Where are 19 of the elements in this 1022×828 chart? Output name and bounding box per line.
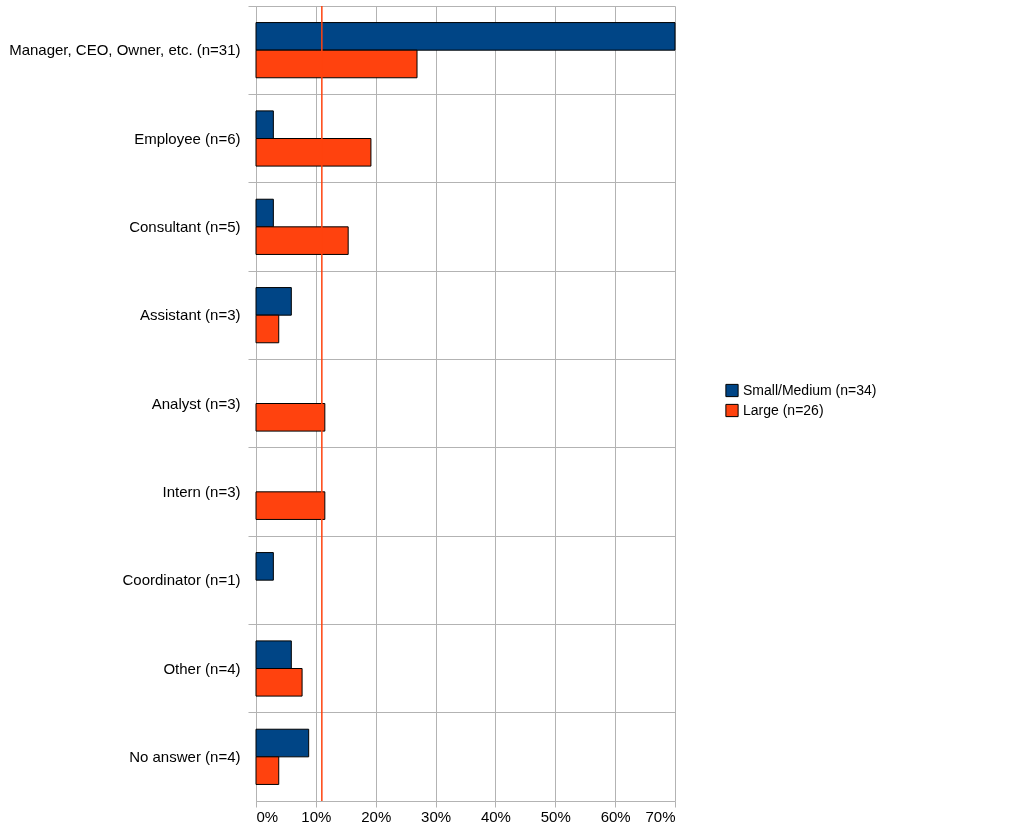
y-tick-label: No answer (n=4) [129,747,241,765]
y-tick-label: Employee (n=6) [134,129,241,147]
y-tick-label: Analyst (n=3) [151,394,241,412]
legend-label: Small/Medium (n=34) [743,381,877,398]
y-tick-label: Coordinator (n=1) [122,571,241,589]
x-tick-label: 30% [421,807,452,825]
x-tick-label: 70% [645,807,676,825]
y-tick-label: Other (n=4) [163,659,241,677]
y-tick-label: Consultant (n=5) [129,217,241,235]
y-tick-label: Assistant (n=3) [140,306,241,324]
y-tick-label: Manager, CEO, Owner, etc. (n=31) [9,41,241,59]
x-tick-label: 0% [256,807,279,825]
legend-label: Large (n=26) [743,401,824,418]
x-tick-label: 20% [361,807,392,825]
y-tick-label: Intern (n=3) [162,482,241,500]
x-tick-label: 10% [301,807,332,825]
x-tick-label: 50% [540,807,571,825]
x-tick-label: 40% [480,807,511,825]
x-tick-label: 60% [600,807,631,825]
